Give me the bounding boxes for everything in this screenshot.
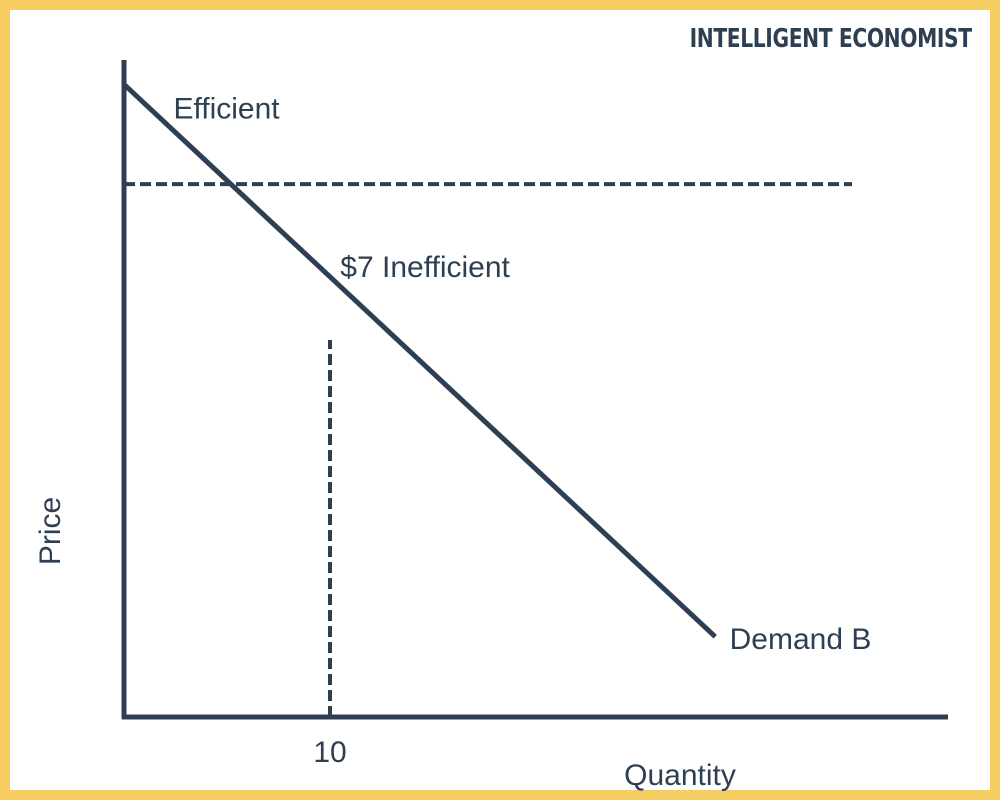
annotation-inefficient: $7 Inefficient [340,251,510,284]
brand-logo: INTELLIGENT ECONOMIST [689,24,973,54]
annotation-demand-b: Demand B [730,623,872,656]
y-axis-label: Price [34,497,67,565]
annotation-efficient: Efficient [173,93,280,126]
demand-b-line [122,82,717,639]
x-tick-label: 10 [313,736,346,769]
x-axis-label: Quantity [624,759,736,792]
demand-chart: Efficient $7 Inefficient Demand B 10 Qua… [34,60,948,792]
